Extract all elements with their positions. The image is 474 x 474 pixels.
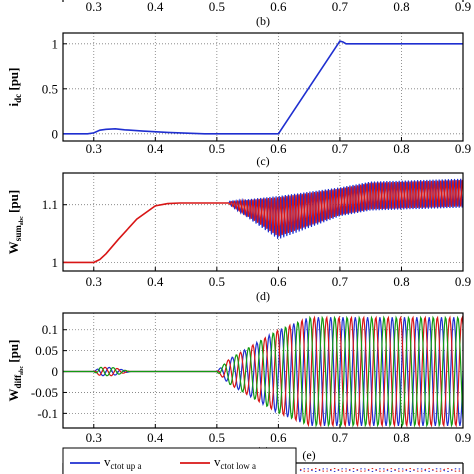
wdiff-ytick-label: -0.1: [37, 406, 58, 421]
wsum-xtick-label: 0.4: [147, 274, 164, 289]
wsum-panel-label: (d): [256, 289, 270, 303]
vctot-chart: vctot up a vctot low a (e): [62, 447, 464, 474]
top-xtick-label: 0.7: [332, 0, 349, 14]
wdiff-ytick-label: 0.1: [42, 322, 58, 337]
vctot-panel-label: (e): [302, 448, 315, 462]
wdiff-chart: -0.1 -0.05 0 0.05 0.1 Wdiffabc [pu] 0.3 0.4 0.5 0…: [6, 312, 471, 458]
top-axis-strip: 0.3 0.4 0.5 0.6 0.7 0.8 0.9 (b): [62, 0, 471, 28]
wsum-oscillation-red: [228, 179, 463, 237]
wdiff-xtick-label: 0.5: [209, 430, 225, 445]
wdiff-ylabel: Wdiffabc [pu]: [6, 340, 25, 402]
idc-ytick-label: 1: [52, 36, 59, 51]
wdiff-xtick-label: 0.8: [393, 430, 409, 445]
wdiff-ytick-label: 0.05: [35, 343, 58, 358]
top-xtick-label: 0.4: [147, 0, 164, 14]
wsum-ytick-label: 1.1: [42, 197, 58, 212]
wsum-ytick-label: 1: [52, 255, 59, 270]
wdiff-ytick-label: -0.05: [31, 385, 58, 400]
idc-xtick-label: 0.7: [332, 141, 349, 156]
idc-xtick-label: 0.6: [270, 141, 287, 156]
wdiff-series-green: [63, 315, 463, 428]
idc-panel-label: (c): [256, 154, 269, 168]
vctot-legend-entry: vctot up a: [104, 454, 142, 471]
wsum-xtick-label: 0.9: [455, 274, 471, 289]
wsum-ylabel: Wsumabc [pu]: [6, 190, 25, 254]
top-panel-label: (b): [256, 14, 270, 28]
vctot-trace-red: [299, 467, 463, 473]
idc-frame: [62, 32, 464, 142]
idc-xtick-label: 0.9: [455, 141, 471, 156]
idc-ytick-label: 0.5: [42, 81, 58, 96]
top-xtick-label: 0.3: [86, 0, 102, 14]
wdiff-frame: [62, 312, 464, 429]
top-xtick-label: 0.8: [393, 0, 409, 14]
top-xtick-label: 0.9: [455, 0, 471, 14]
wsum-xtick-label: 0.3: [86, 274, 102, 289]
idc-ytick-label: 0: [52, 126, 59, 141]
wsum-frame: [62, 172, 464, 272]
vctot-legend-entry: vctot low a: [214, 454, 256, 471]
wsum-chart: 1 1.1 Wsumabc [pu] 0.3 0.4 0.5 0.6 0.7 0.8 0.9 (d): [6, 172, 471, 303]
top-xtick-label: 0.5: [209, 0, 225, 14]
wsum-series-line: [63, 202, 230, 264]
wsum-xtick-label: 0.6: [270, 274, 287, 289]
idc-ylabel: idc [pu]: [6, 68, 23, 107]
idc-xtick-label: 0.5: [209, 141, 225, 156]
wdiff-xtick-label: 0.3: [86, 430, 102, 445]
wdiff-xtick-label: 0.4: [147, 430, 164, 445]
vctot-legend: [62, 447, 297, 474]
wsum-xtick-label: 0.8: [393, 274, 409, 289]
idc-xtick-label: 0.4: [147, 141, 164, 156]
idc-chart: 0 0.5 1 idc [pu] 0.3 0.4 0.5 0.6 0.7 0.8 0.9 (c): [6, 32, 471, 168]
wdiff-ytick-label: 0: [52, 364, 59, 379]
wdiff-xtick-label: 0.6: [270, 430, 287, 445]
wdiff-xtick-label: 0.9: [455, 430, 471, 445]
wsum-xtick-label: 0.5: [209, 274, 225, 289]
idc-series-line: [63, 40, 463, 135]
wdiff-xtick-label: 0.7: [332, 430, 349, 445]
top-xtick-label: 0.6: [270, 0, 287, 14]
vctot-trace-blue: [299, 467, 463, 473]
idc-xtick-label: 0.3: [86, 141, 102, 156]
wsum-xtick-label: 0.7: [332, 274, 349, 289]
idc-xtick-label: 0.8: [393, 141, 409, 156]
